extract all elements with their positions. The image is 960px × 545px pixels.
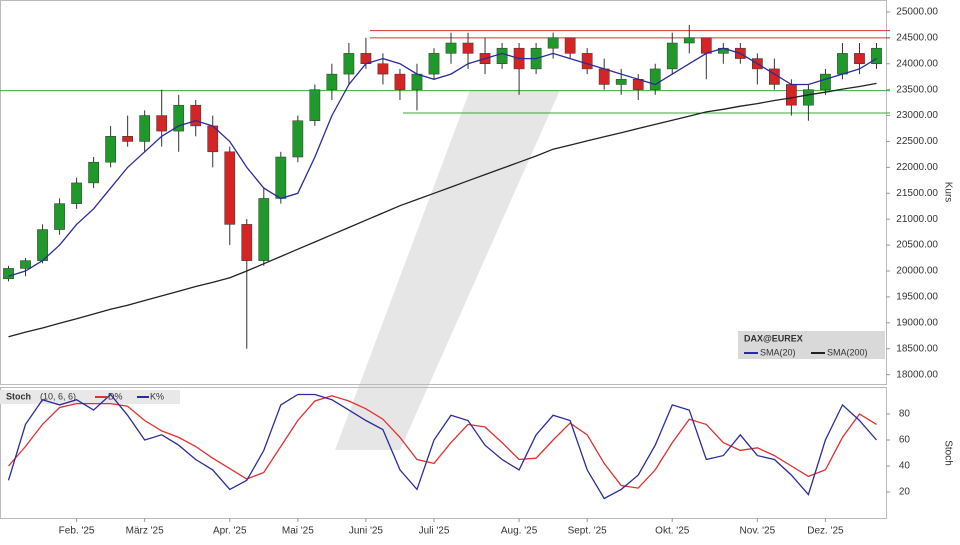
legend-label: K% <box>150 391 164 401</box>
candle-body <box>156 115 168 132</box>
series-line <box>7 393 877 500</box>
x-tick-label: Feb. '25 <box>59 526 95 537</box>
y-tick-label: 23500.00 <box>896 84 938 95</box>
candle-body <box>20 260 31 269</box>
y-tick-label: 80 <box>899 409 911 420</box>
candle-body <box>649 68 661 90</box>
y-axis-label: Stoch <box>942 440 953 466</box>
stoch-title: Stoch <box>6 391 31 401</box>
candle-body <box>173 104 185 132</box>
candle-body <box>377 63 389 75</box>
y-tick-label: 19000.00 <box>896 317 938 328</box>
stoch-frame <box>0 387 887 519</box>
candle-body <box>3 268 14 280</box>
y-tick-label: 40 <box>899 461 911 472</box>
candle-body <box>462 42 474 54</box>
y-tick-label: 18000.00 <box>896 369 938 380</box>
x-tick-label: Apr. '25 <box>213 526 247 537</box>
candle-body <box>258 198 270 261</box>
candle-body <box>547 37 559 49</box>
y-tick-label: 24000.00 <box>896 58 938 69</box>
candle-body <box>700 37 712 54</box>
x-tick-label: Juli '25 <box>419 526 450 537</box>
legend-label: SMA(200) <box>827 347 868 357</box>
stoch-params: (10, 6, 6) <box>40 391 76 401</box>
legend-label: D% <box>108 391 123 401</box>
candle-body <box>224 151 236 225</box>
candle-body <box>326 73 338 90</box>
y-tick-label: 20500.00 <box>896 240 938 251</box>
candle-body <box>598 68 610 85</box>
y-tick-label: 23000.00 <box>896 110 938 121</box>
y-tick-label: 20 <box>899 487 911 498</box>
candle-body <box>837 53 848 75</box>
candle-body <box>411 73 423 90</box>
candle-body <box>105 136 116 163</box>
y-tick-label: 22500.00 <box>896 136 938 147</box>
x-tick-label: März '25 <box>126 526 164 537</box>
legend-label: SMA(20) <box>760 347 796 357</box>
candle-body <box>88 161 99 184</box>
candle-body <box>445 42 457 54</box>
y-tick-label: 18500.00 <box>896 343 938 354</box>
y-tick-label: 22000.00 <box>896 162 938 173</box>
candle-body <box>854 53 865 64</box>
candle-body <box>190 104 202 127</box>
y-axis-label: Kurs <box>942 182 953 203</box>
candle-body <box>394 73 406 90</box>
x-tick-label: Mai '25 <box>282 526 314 537</box>
price-frame <box>0 0 887 385</box>
candle-body <box>666 42 678 70</box>
candle-body <box>820 73 831 90</box>
candle-body <box>683 37 695 44</box>
candle-body <box>786 84 797 106</box>
y-tick-label: 24500.00 <box>896 32 938 43</box>
y-tick-label: 60 <box>899 435 911 446</box>
candle-body <box>615 79 627 85</box>
candle-body <box>292 120 304 158</box>
x-tick-label: Juni '25 <box>349 526 384 537</box>
candle-body <box>241 224 253 261</box>
candle-body <box>803 89 814 106</box>
y-tick-label: 25000.00 <box>896 7 938 18</box>
candle-body <box>122 136 133 142</box>
y-tick-label: 21500.00 <box>896 188 938 199</box>
x-tick-label: Sept. '25 <box>568 526 608 537</box>
y-tick-label: 20000.00 <box>896 266 938 277</box>
series-line <box>8 47 877 277</box>
series-line <box>8 395 877 489</box>
candle-body <box>71 182 82 204</box>
y-tick-label: 19500.00 <box>896 292 938 303</box>
candle-body <box>496 47 508 64</box>
x-tick-label: Dez. '25 <box>807 526 844 537</box>
candle-body <box>343 53 355 75</box>
candle-body <box>275 156 287 199</box>
legend-title: DAX@EUREX <box>744 333 803 343</box>
candle-body <box>309 89 321 121</box>
x-tick-label: Nov. '25 <box>740 526 776 537</box>
y-tick-label: 21000.00 <box>896 214 938 225</box>
candle-body <box>428 53 440 75</box>
watermark <box>335 90 560 450</box>
candle-body <box>871 47 882 64</box>
x-tick-label: Aug. '25 <box>501 526 538 537</box>
candle-body <box>37 229 48 261</box>
series-line <box>8 82 877 338</box>
candle-body <box>564 37 576 54</box>
candle-body <box>581 53 593 70</box>
x-tick-label: Okt. '25 <box>655 526 690 537</box>
legend-box <box>738 331 885 359</box>
candle-body <box>54 203 65 230</box>
candle-body <box>139 115 151 142</box>
